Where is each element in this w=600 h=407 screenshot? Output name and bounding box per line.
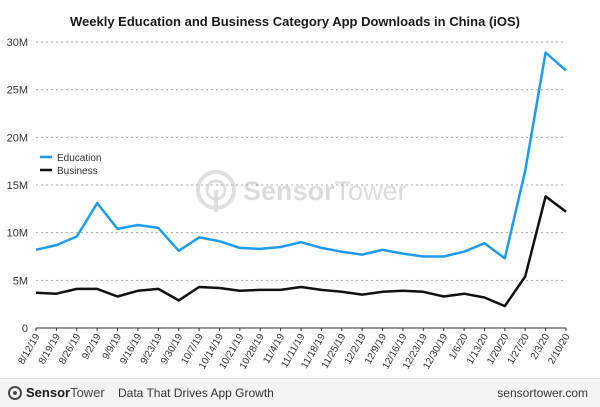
- y-tick-label: 20M: [7, 132, 28, 144]
- footer-tagline: Data That Drives App Growth: [118, 386, 274, 400]
- footer-brand-sensor: Sensor: [26, 385, 71, 400]
- series-line-business: [35, 195, 567, 308]
- y-tick-label: 15M: [7, 180, 28, 192]
- sensor-tower-logo-icon: [196, 170, 236, 212]
- x-tick-label: 9/2/19: [80, 332, 104, 362]
- gridlines: [36, 41, 566, 329]
- footer-brand-tower: Tower: [70, 385, 105, 400]
- footer-logo[interactable]: Sensor Tower: [8, 385, 105, 400]
- watermark-brand-tower: Tower: [335, 176, 407, 206]
- y-tick-label: 0: [22, 323, 28, 335]
- svg-text:SensorTower: SensorTower: [243, 176, 407, 206]
- y-tick-label: 25M: [7, 85, 28, 97]
- y-tick-label: 5M: [13, 275, 28, 287]
- legend: Education Business: [40, 153, 101, 177]
- chart: Weekly Education and Business Category A…: [7, 14, 573, 371]
- series-line-education: [35, 51, 567, 260]
- y-tick-label: 10M: [7, 228, 28, 240]
- chart-title: Weekly Education and Business Category A…: [70, 14, 520, 29]
- watermark: SensorTower: [196, 170, 407, 212]
- sensor-tower-logo-icon: [8, 385, 22, 400]
- y-tick-label: 30M: [7, 37, 28, 49]
- y-axis: 0 5M 10M 15M 20M 25M 30M: [7, 37, 28, 335]
- footer-bar: Sensor Tower Data That Drives App Growth …: [0, 378, 600, 407]
- legend-label-business: Business: [57, 166, 98, 177]
- x-axis: 8/12/198/19/198/26/199/2/199/9/199/16/19…: [16, 328, 573, 371]
- footer-url-link[interactable]: sensortower.com: [497, 386, 588, 400]
- legend-label-education: Education: [57, 153, 101, 164]
- series-lines: [35, 51, 567, 308]
- watermark-brand-sensor: Sensor: [243, 176, 335, 206]
